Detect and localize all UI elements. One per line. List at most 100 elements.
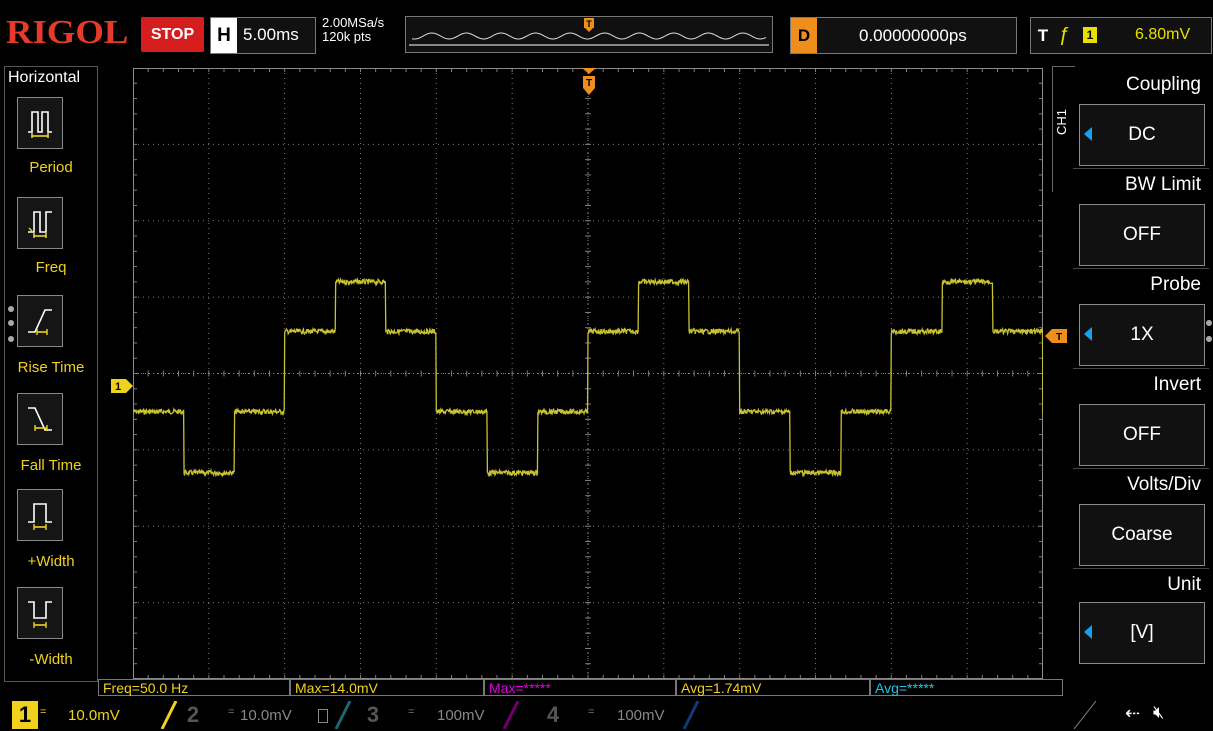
volts-div-value-text: Coarse xyxy=(1111,524,1173,545)
coupling-menu-item[interactable]: Coupling DC xyxy=(1073,70,1209,168)
volts-div-menu-item[interactable]: Volts/Div Coarse xyxy=(1073,470,1209,568)
divider xyxy=(1073,368,1209,369)
bw-limit-menu-item[interactable]: BW Limit OFF xyxy=(1073,170,1209,268)
negative-width-icon xyxy=(28,601,52,628)
channel-divider-icon xyxy=(682,701,700,729)
measure-fall-time-button[interactable] xyxy=(17,393,63,445)
period-icon xyxy=(28,111,52,138)
channel-3-indicator[interactable]: 3 = 100mV xyxy=(360,701,520,729)
measurement-freq[interactable]: Freq=50.0 Hz xyxy=(98,679,290,696)
trigger-label: T xyxy=(1037,25,1049,45)
probe-value-text: 1X xyxy=(1130,324,1154,345)
sidebar-dot xyxy=(1206,320,1212,326)
measure-frequency-button[interactable] xyxy=(17,197,63,249)
fall-time-icon xyxy=(28,407,52,431)
arrow-left-icon xyxy=(1084,327,1092,341)
unit-menu-item[interactable]: Unit [V] xyxy=(1073,570,1209,678)
probe-menu-item[interactable]: Probe 1X xyxy=(1073,270,1209,368)
channel-tab[interactable]: CH1 xyxy=(1052,66,1075,192)
measure-period-button[interactable] xyxy=(17,97,63,149)
probe-title: Probe xyxy=(1150,274,1201,295)
channel-4-number: 4 xyxy=(546,702,560,727)
channel-divider-icon xyxy=(160,701,178,729)
timebase-box[interactable]: H 5.00ms xyxy=(210,17,316,54)
channel-1-indicator[interactable]: 1 = 10.0mV xyxy=(8,701,178,729)
volts-div-title: Volts/Div xyxy=(1127,474,1201,495)
timebase-label: H xyxy=(211,18,237,53)
rising-edge-icon: ƒ xyxy=(1059,24,1071,46)
sidebar-dot xyxy=(8,320,14,326)
channel-1-number: 1 xyxy=(12,701,38,729)
arrow-left-icon xyxy=(1084,127,1092,141)
measurement-max-ch1[interactable]: Max=14.0mV xyxy=(290,679,484,696)
measure-negative-width-button[interactable] xyxy=(17,587,63,639)
measure-frequency-label: Freq xyxy=(35,259,67,276)
rigol-logo: RIGOL xyxy=(6,14,129,51)
coupling-title: Coupling xyxy=(1126,74,1201,95)
unit-title: Unit xyxy=(1167,574,1201,595)
channel-1-trace xyxy=(132,276,1044,478)
unit-value[interactable]: [V] xyxy=(1079,602,1205,664)
probe-value[interactable]: 1X xyxy=(1079,304,1205,366)
measure-positive-width-button[interactable] xyxy=(17,489,63,541)
measurement-avg-ch2[interactable]: Avg=***** xyxy=(870,679,1063,696)
mute-icon: 🔇︎ xyxy=(1153,702,1165,722)
measurement-max-ch3[interactable]: Max=***** xyxy=(484,679,676,696)
measurement-avg-ch1[interactable]: Avg=1.74mV xyxy=(676,679,870,696)
channel-bar: 1 = 10.0mV 2 = 10.0mV 3 = 100mV 4 = 100m… xyxy=(0,699,1213,731)
dc-coupling-icon: = xyxy=(588,706,595,718)
svg-text:1: 1 xyxy=(115,381,121,393)
waveform-grid xyxy=(132,67,1044,680)
channel-3-number: 3 xyxy=(366,702,380,727)
trigger-level: 6.80mV xyxy=(1135,26,1191,43)
coupling-value[interactable]: DC xyxy=(1079,104,1205,166)
usb-icon: ⇠ xyxy=(1125,703,1141,723)
invert-value[interactable]: OFF xyxy=(1079,404,1205,466)
invert-menu-item[interactable]: Invert OFF xyxy=(1073,370,1209,468)
waveform-display[interactable] xyxy=(132,67,1044,680)
rise-time-icon xyxy=(28,309,52,335)
run-stop-status[interactable]: STOP xyxy=(141,17,204,52)
bandwidth-limit-icon xyxy=(318,709,328,723)
bw-limit-title: BW Limit xyxy=(1125,174,1201,195)
channel-divider-icon xyxy=(502,701,520,729)
trigger-box[interactable]: T ƒ 1 6.80mV xyxy=(1030,17,1212,54)
divider xyxy=(1073,468,1209,469)
channel-2-number: 2 xyxy=(186,702,200,727)
measure-period-label: Period xyxy=(29,159,73,176)
trigger-source-badge: 1 xyxy=(1083,27,1097,43)
coupling-value-text: DC xyxy=(1128,124,1156,145)
frequency-icon xyxy=(28,211,52,238)
arrow-left-icon xyxy=(1084,625,1092,639)
sidebar-dot xyxy=(8,306,14,312)
channel-4-scale: 100mV xyxy=(617,707,665,724)
acquisition-info: 2.00MSa/s 120k pts xyxy=(322,16,384,44)
bw-limit-value[interactable]: OFF xyxy=(1079,204,1205,266)
memory-overview-bar: T xyxy=(405,16,773,53)
invert-title: Invert xyxy=(1153,374,1201,395)
trigger-level-marker[interactable]: T xyxy=(1043,328,1069,344)
channel-4-indicator[interactable]: 4 = 100mV xyxy=(540,701,700,729)
dc-coupling-icon: = xyxy=(408,706,415,718)
horizontal-measure-menu: Horizontal Period Freq Rise Time Fall Ti… xyxy=(4,66,98,682)
channel-3-scale: 100mV xyxy=(437,707,485,724)
channel-2-indicator[interactable]: 2 = 10.0mV xyxy=(180,701,352,729)
measure-rise-time-button[interactable] xyxy=(17,295,63,347)
measure-negative-width-label: -Width xyxy=(29,651,73,668)
divider xyxy=(1073,268,1209,269)
delay-label: D xyxy=(791,18,817,53)
sidebar-dot xyxy=(8,336,14,342)
trigger-position-marker[interactable]: T xyxy=(580,66,598,100)
sidebar-dot xyxy=(1206,336,1212,342)
svg-text:T: T xyxy=(586,19,592,29)
memory-overview-waveform: T xyxy=(409,18,769,46)
invert-value-text: OFF xyxy=(1123,424,1161,445)
sample-rate: 2.00MSa/s xyxy=(322,15,385,30)
delay-box[interactable]: D 0.00000000ps xyxy=(790,17,1017,54)
positive-width-icon xyxy=(28,503,52,530)
bar-divider-icon xyxy=(1073,700,1097,730)
channel-1-offset-marker[interactable]: 1 xyxy=(110,378,136,394)
volts-div-value[interactable]: Coarse xyxy=(1079,504,1205,566)
measurement-readouts: Freq=50.0 Hz Max=14.0mV Max=***** Avg=1.… xyxy=(98,679,1063,698)
dc-coupling-icon: = xyxy=(228,706,235,718)
